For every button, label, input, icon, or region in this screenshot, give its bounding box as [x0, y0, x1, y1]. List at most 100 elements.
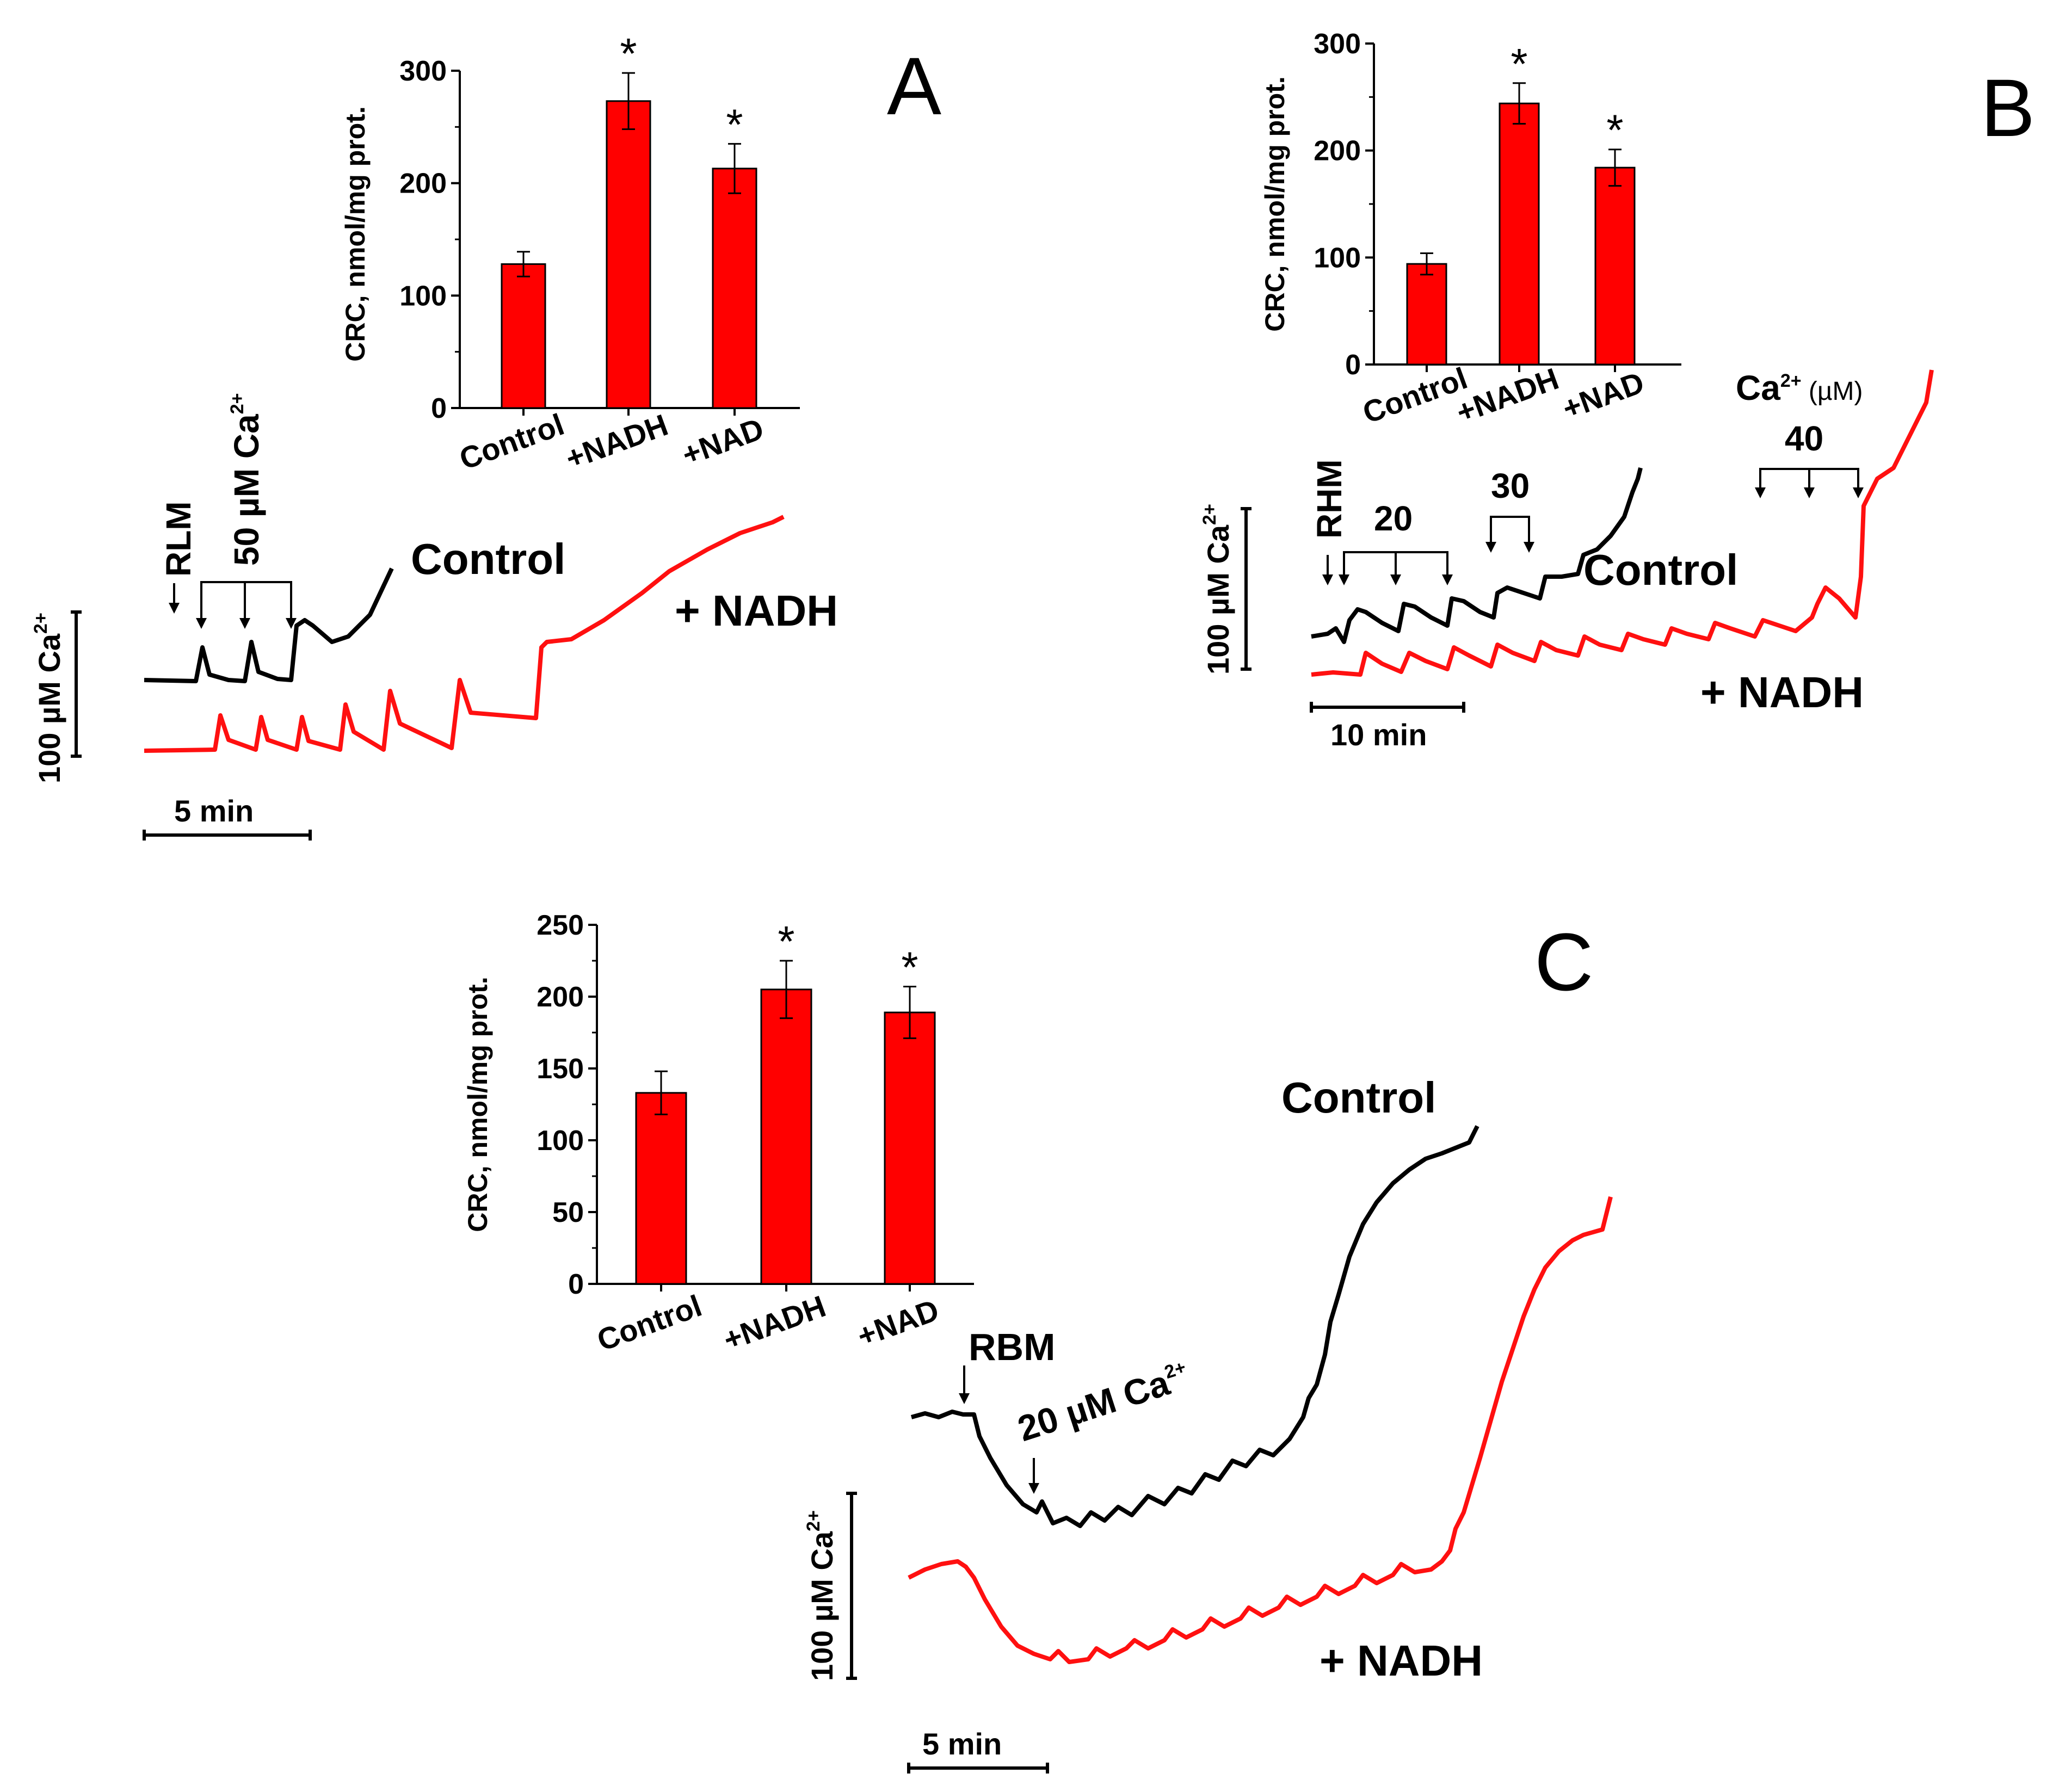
y-title-b: CRC, nmol/mg prot. — [1260, 76, 1290, 331]
label-b-rhm: RHM — [1310, 459, 1349, 539]
y-title-a: CRC, nmol/mg prot. — [340, 106, 371, 361]
scalebar-a-time — [143, 830, 312, 841]
scalebar-c-time — [907, 1763, 1049, 1774]
sig-mark-c-1: * — [778, 917, 794, 966]
label-b-ca-header: Ca2+ (µM) — [1736, 368, 1863, 407]
label-b-40: 40 — [1785, 419, 1823, 458]
bracket-b-20 — [1343, 551, 1448, 577]
category-label-b-1: +NADH — [1452, 361, 1563, 430]
scalelabel-b-conc: 100 µM Ca2+ — [1199, 504, 1235, 675]
errorbar-c-2 — [903, 986, 916, 1040]
trace-c-nadh — [908, 1196, 1613, 1664]
errorbar-a-0 — [517, 251, 530, 277]
y-tick-label-b-3: 300 — [1314, 28, 1361, 60]
errorbar-c-0 — [655, 1070, 668, 1115]
y-tick-label-b-0: 0 — [1345, 349, 1361, 381]
trace-b-nadh — [1311, 369, 1934, 677]
arrowhead-b-30-1 — [1485, 542, 1496, 553]
y-tick-label-a-0: 0 — [431, 393, 447, 424]
bar-a-0 — [501, 263, 546, 409]
scalebar-b-time — [1310, 702, 1465, 713]
y-tick-label-b-2: 200 — [1314, 135, 1361, 167]
errorbar-b-0 — [1420, 252, 1433, 276]
bar-chart-c: 0 50 100 150 200 250 CRC, nmol/mg prot. Control… — [463, 910, 974, 1357]
trace-group-a — [144, 515, 785, 753]
arrowhead-c-ca — [1028, 1483, 1039, 1494]
sig-mark-a-1: * — [620, 29, 637, 78]
category-label-b-0: Control — [1358, 361, 1472, 430]
bracket-a — [200, 581, 292, 620]
scalelabel-b-time: 10 min — [1330, 718, 1427, 752]
sig-mark-c-2: * — [901, 943, 918, 992]
label-c-addition: 20 µM Ca2+ — [1013, 1356, 1194, 1449]
y-tick-label-b-1: 100 — [1314, 242, 1361, 274]
arrowhead-b-30-2 — [1524, 542, 1534, 553]
category-label-b-2: +NAD — [1558, 365, 1648, 426]
y-tick-label-c-5: 250 — [537, 910, 584, 941]
y-tick-label-a-3: 300 — [399, 55, 447, 87]
errorbar-c-1 — [780, 960, 793, 1019]
bar-c-2 — [884, 1011, 936, 1285]
category-label-c-0: Control — [593, 1288, 706, 1357]
scalelabel-c-time: 5 min — [922, 1727, 1002, 1761]
panel-b: B 0 100 200 300 CRC, nmol/mg prot. Control * +N… — [1199, 28, 2035, 752]
arrowhead-b-40-1 — [1755, 487, 1766, 498]
category-label-a-2: +NAD — [677, 411, 768, 472]
arrowhead-b-40-2 — [1804, 487, 1815, 498]
y-title-c: CRC, nmol/mg prot. — [463, 977, 493, 1232]
sig-mark-b-2: * — [1606, 106, 1623, 155]
bar-chart-b: 0 100 200 300 CRC, nmol/mg prot. Control * +NAD… — [1260, 28, 1681, 430]
errorbar-b-1 — [1513, 82, 1526, 125]
label-c-rbm: RBM — [969, 1326, 1055, 1368]
bracket-b-30 — [1490, 516, 1530, 544]
trace-group-b — [1311, 369, 1934, 677]
arrows-c — [959, 1365, 1039, 1494]
bar-chart-a: 0 100 200 300 CRC, nmol/mg prot. Control * +NAD… — [340, 29, 800, 476]
label-a-nadh: + NADH — [675, 586, 838, 635]
y-tick-label-c-3: 150 — [537, 1053, 584, 1085]
panel-a: A 0 100 200 300 CRC, nmol/mg prot. Control * +N… — [30, 29, 941, 841]
y-tick-label-a-1: 100 — [399, 280, 447, 312]
bar-a-2 — [712, 168, 757, 409]
arrowhead-b-20-1 — [1339, 574, 1349, 585]
bar-b-2 — [1594, 166, 1636, 366]
y-tick-label-c-2: 100 — [537, 1125, 584, 1157]
errorbar-b-2 — [1608, 149, 1622, 187]
sig-mark-a-2: * — [726, 100, 743, 149]
label-a-addition: 50 µM Ca2+ — [227, 393, 266, 566]
category-label-c-2: +NAD — [853, 1293, 943, 1354]
bracket-b-40 — [1759, 468, 1859, 490]
arrowhead-b-20-2 — [1390, 574, 1401, 585]
arrowhead-a-rlm — [169, 603, 180, 614]
arrowhead-c-rbm — [959, 1393, 970, 1404]
bar-b-0 — [1406, 263, 1447, 366]
arrowhead-a-1 — [196, 618, 207, 629]
bar-c-0 — [635, 1092, 687, 1285]
label-b-nadh: + NADH — [1700, 668, 1864, 716]
trace-a-control — [144, 567, 394, 683]
label-b-20: 20 — [1374, 499, 1413, 538]
y-tick-label-c-0: 0 — [568, 1269, 584, 1300]
arrowhead-a-3 — [286, 618, 297, 629]
scalelabel-a-time: 5 min — [174, 794, 254, 828]
category-label-a-0: Control — [455, 407, 569, 476]
trace-group-c — [908, 1125, 1613, 1664]
panel-c: C 0 50 100 150 200 250 CRC, nmol/mg prot. Contr… — [463, 910, 1613, 1774]
trace-c-control — [910, 1125, 1479, 1528]
label-c-control: Control — [1281, 1073, 1436, 1122]
arrowhead-b-rhm — [1322, 574, 1333, 585]
scalelabel-a-conc: 100 µM Ca2+ — [30, 613, 66, 783]
trace-a-nadh — [144, 515, 785, 753]
label-b-control: Control — [1583, 546, 1738, 594]
arrowhead-a-2 — [239, 618, 250, 629]
errorbar-a-1 — [622, 72, 635, 130]
category-label-c-1: +NADH — [719, 1289, 830, 1357]
scalebar-b-conc — [1241, 507, 1251, 671]
arrows-a — [169, 581, 297, 629]
panel-letter-b: B — [1981, 62, 2035, 153]
scalebar-c-conc — [846, 1492, 857, 1680]
bar-c-1 — [760, 988, 812, 1285]
trace-b-control — [1311, 467, 1643, 644]
category-label-a-1: +NADH — [561, 407, 672, 476]
